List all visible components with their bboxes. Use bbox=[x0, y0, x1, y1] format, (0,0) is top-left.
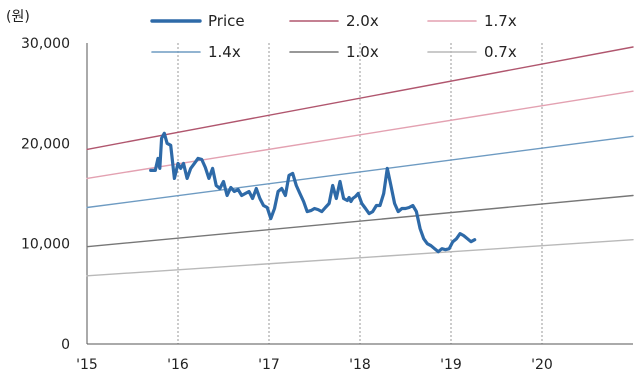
series-line-1-0x bbox=[86, 194, 634, 248]
x-tick-label-4: '19 bbox=[440, 357, 462, 373]
x-tick-label-3: '18 bbox=[349, 357, 371, 373]
x-tick-label-5: '20 bbox=[531, 357, 553, 373]
x-tick-label-0: '15 bbox=[76, 357, 98, 373]
legend-label-2-0x: 2.0x bbox=[346, 12, 379, 30]
series-line-2-0x bbox=[86, 46, 634, 151]
legend-label-1-4x: 1.4x bbox=[208, 43, 241, 61]
y-axis-unit: (원) bbox=[6, 9, 30, 25]
axes bbox=[86, 43, 633, 345]
y-tick-label-0: 0 bbox=[61, 337, 70, 353]
series-line-1-4x bbox=[86, 135, 634, 209]
legend-label-1-7x: 1.7x bbox=[484, 12, 517, 30]
y-tick-labels: 0 10,000 20,000 30,000 bbox=[21, 36, 70, 353]
series bbox=[86, 46, 634, 277]
x-tick-labels: '15 '16 '17 '18 '19 '20 bbox=[76, 357, 553, 373]
legend-label-1-0x: 1.0x bbox=[346, 43, 379, 61]
y-tick-label-2: 20,000 bbox=[21, 136, 70, 152]
series-line-price bbox=[149, 131, 477, 254]
grid bbox=[177, 43, 543, 344]
series-line-0-7x bbox=[86, 238, 634, 277]
x-tick-label-1: '16 bbox=[167, 357, 189, 373]
y-tick-label-1: 10,000 bbox=[21, 237, 70, 253]
legend: Price 2.0x 1.7x 1.4x 1.0x 0.7x bbox=[150, 12, 517, 61]
legend-label-price: Price bbox=[208, 12, 245, 30]
x-tick-label-2: '17 bbox=[258, 357, 280, 373]
legend-label-0-7x: 0.7x bbox=[484, 43, 517, 61]
y-tick-label-3: 30,000 bbox=[21, 36, 70, 52]
